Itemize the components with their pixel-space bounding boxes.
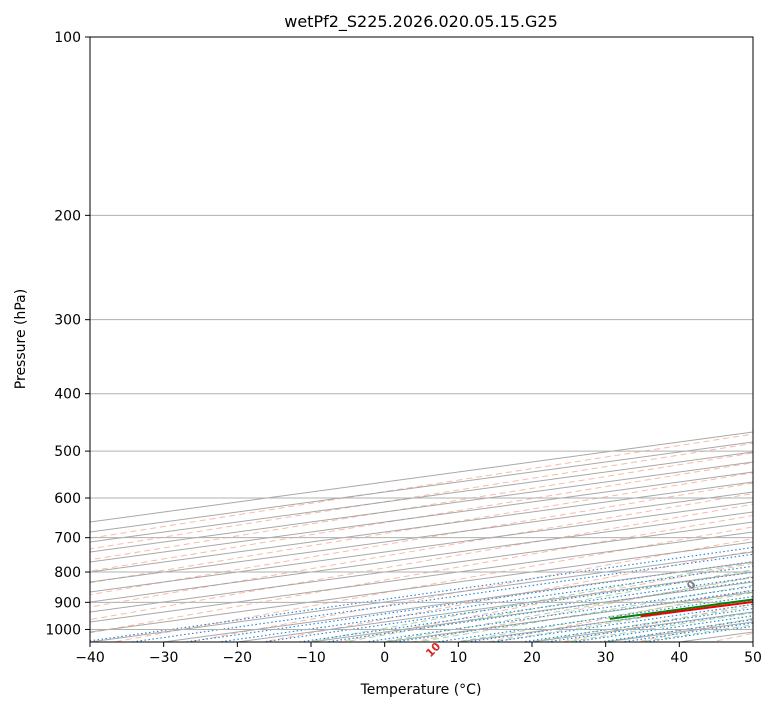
- moist-adiabat: [440, 240, 775, 645]
- y-tick-label: 900: [54, 595, 81, 611]
- y-tick-label: 500: [54, 444, 81, 460]
- dry-adiabat-label: 10: [423, 640, 443, 660]
- isotherm: [385, 37, 775, 642]
- mixing-ratio-line: [556, 451, 775, 644]
- moist-adiabat: [330, 328, 775, 644]
- x-tick-label: 50: [744, 650, 762, 666]
- dry-adiabat: [0, 0, 775, 644]
- y-tick-label: 800: [54, 565, 81, 581]
- isotherm: [16, 37, 775, 642]
- moist-adiabat: [551, 94, 775, 644]
- dry-adiabat: [550, 0, 775, 644]
- x-tick-label: 40: [670, 650, 688, 666]
- dry-adiabat: [0, 0, 775, 644]
- y-tick-label: 700: [54, 531, 81, 547]
- sounding-profiles: [610, 37, 775, 619]
- background-lines: [0, 0, 775, 644]
- x-tick-label: −30: [149, 650, 179, 666]
- grid-lines: [0, 37, 775, 642]
- chart-title: wetPf2_S225.2026.020.05.15.G25: [284, 12, 558, 32]
- y-tick-label: 300: [54, 313, 81, 329]
- moist-adiabat: [514, 158, 775, 645]
- x-tick-label: 0: [380, 650, 389, 666]
- isotherm: [311, 37, 775, 642]
- dry-adiabat: [101, 0, 775, 644]
- dewpoint-line: [610, 37, 775, 619]
- x-tick-label: −10: [296, 650, 326, 666]
- y-tick-label: 100: [54, 30, 81, 46]
- y-tick-label: 600: [54, 491, 81, 507]
- dry-adiabat: [0, 0, 775, 644]
- isotherm: [90, 37, 775, 642]
- x-tick-label: 20: [523, 650, 541, 666]
- isotherm: [532, 37, 775, 642]
- temperature-line: [641, 37, 775, 616]
- dry-adiabat: [401, 0, 775, 644]
- x-tick-label: 30: [597, 650, 615, 666]
- y-tick-label: 400: [54, 387, 81, 403]
- dry-adiabat: [0, 0, 775, 644]
- y-tick-label: 1000: [45, 622, 81, 638]
- y-tick-label: 200: [54, 208, 81, 224]
- isotherm: [753, 37, 775, 642]
- plot-frame: [90, 37, 753, 642]
- moist-adiabat: [367, 302, 775, 645]
- moist-adiabat: [625, 37, 775, 644]
- moist-adiabat: [477, 202, 775, 644]
- isotherm: [679, 37, 775, 642]
- isotherm: [0, 37, 775, 642]
- dry-adiabat: [26, 0, 775, 644]
- dry-adiabat: [0, 0, 775, 644]
- dry-adiabat: [475, 0, 775, 644]
- x-axis-label: Temperature (°C): [360, 682, 482, 698]
- x-tick-label: −20: [223, 650, 253, 666]
- x-tick-label: −40: [75, 650, 105, 666]
- mixing-ratio-line: [65, 451, 775, 644]
- isotherm: [606, 37, 775, 642]
- y-axis-label: Pressure (hPa): [13, 289, 29, 389]
- mixing-ratio-line: [583, 451, 775, 644]
- dry-adiabat: [0, 0, 775, 644]
- dry-adiabat: [0, 0, 775, 644]
- dry-adiabat: [251, 0, 775, 644]
- axis-ticks: −40 −30 −20 −10 0 10 20 30 40 50 1000 900 800 700 600 5…: [45, 30, 762, 666]
- dry-adiabat: [0, 0, 775, 644]
- x-tick-label: 10: [449, 650, 467, 666]
